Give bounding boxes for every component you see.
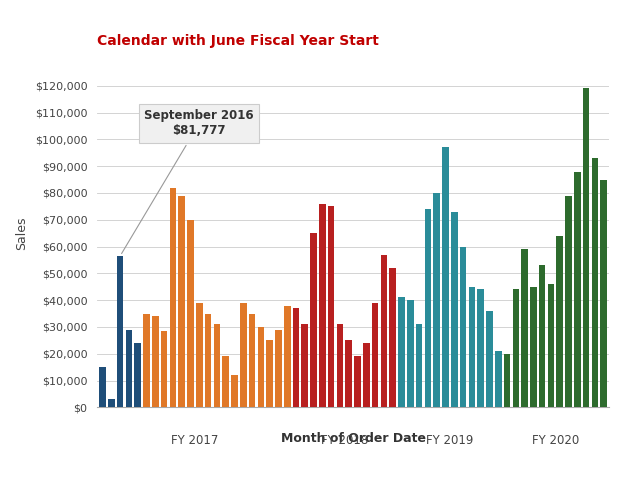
Bar [512,290,519,407]
Bar [521,249,528,407]
X-axis label: Month of Order Date: Month of Order Date [281,432,426,445]
Bar [258,327,264,407]
Bar [469,287,475,407]
Bar [328,206,334,407]
Bar [240,303,246,407]
Bar [213,324,220,407]
Bar [565,196,572,407]
Bar [434,193,440,407]
Bar [222,357,229,407]
Y-axis label: Sales: Sales [15,217,28,250]
Bar [363,343,369,407]
Bar [266,340,273,407]
Bar [442,147,449,407]
Bar [196,303,203,407]
Bar [477,290,484,407]
Bar [600,180,607,407]
Bar [293,308,300,407]
Bar [301,324,308,407]
Bar [504,354,510,407]
Bar [557,236,563,407]
Bar [231,375,238,407]
Bar [398,297,405,407]
Bar [495,351,502,407]
Bar [144,314,150,407]
Text: September 2016
$81,777: September 2016 $81,777 [122,109,254,253]
Bar [187,220,194,407]
Bar [319,204,326,407]
Bar [574,172,581,407]
Bar [170,188,176,407]
Bar [346,340,352,407]
Bar [178,196,185,407]
Bar [539,265,545,407]
Bar [389,268,396,407]
Bar [205,314,212,407]
Bar [275,330,281,407]
Bar [249,314,255,407]
Bar [99,367,106,407]
Bar [416,324,422,407]
Text: Calendar with June Fiscal Year Start: Calendar with June Fiscal Year Start [97,34,379,48]
Bar [530,287,537,407]
Bar [354,357,361,407]
Bar [592,158,598,407]
Bar [310,233,317,407]
Text: FY 2020: FY 2020 [532,434,579,447]
Bar [460,247,466,407]
Bar [548,284,554,407]
Bar [117,256,124,407]
Bar [372,303,378,407]
Bar [451,212,457,407]
Bar [583,88,590,407]
Bar [161,331,167,407]
Bar [424,209,431,407]
Bar [407,300,414,407]
Text: FY 2018: FY 2018 [321,434,368,447]
Bar [486,311,493,407]
Bar [152,316,158,407]
Bar [108,399,115,407]
Bar [125,330,132,407]
Bar [381,255,388,407]
Text: FY 2017: FY 2017 [171,434,218,447]
Bar [284,305,291,407]
Text: FY 2019: FY 2019 [426,434,474,447]
Bar [134,343,141,407]
Bar [337,324,343,407]
